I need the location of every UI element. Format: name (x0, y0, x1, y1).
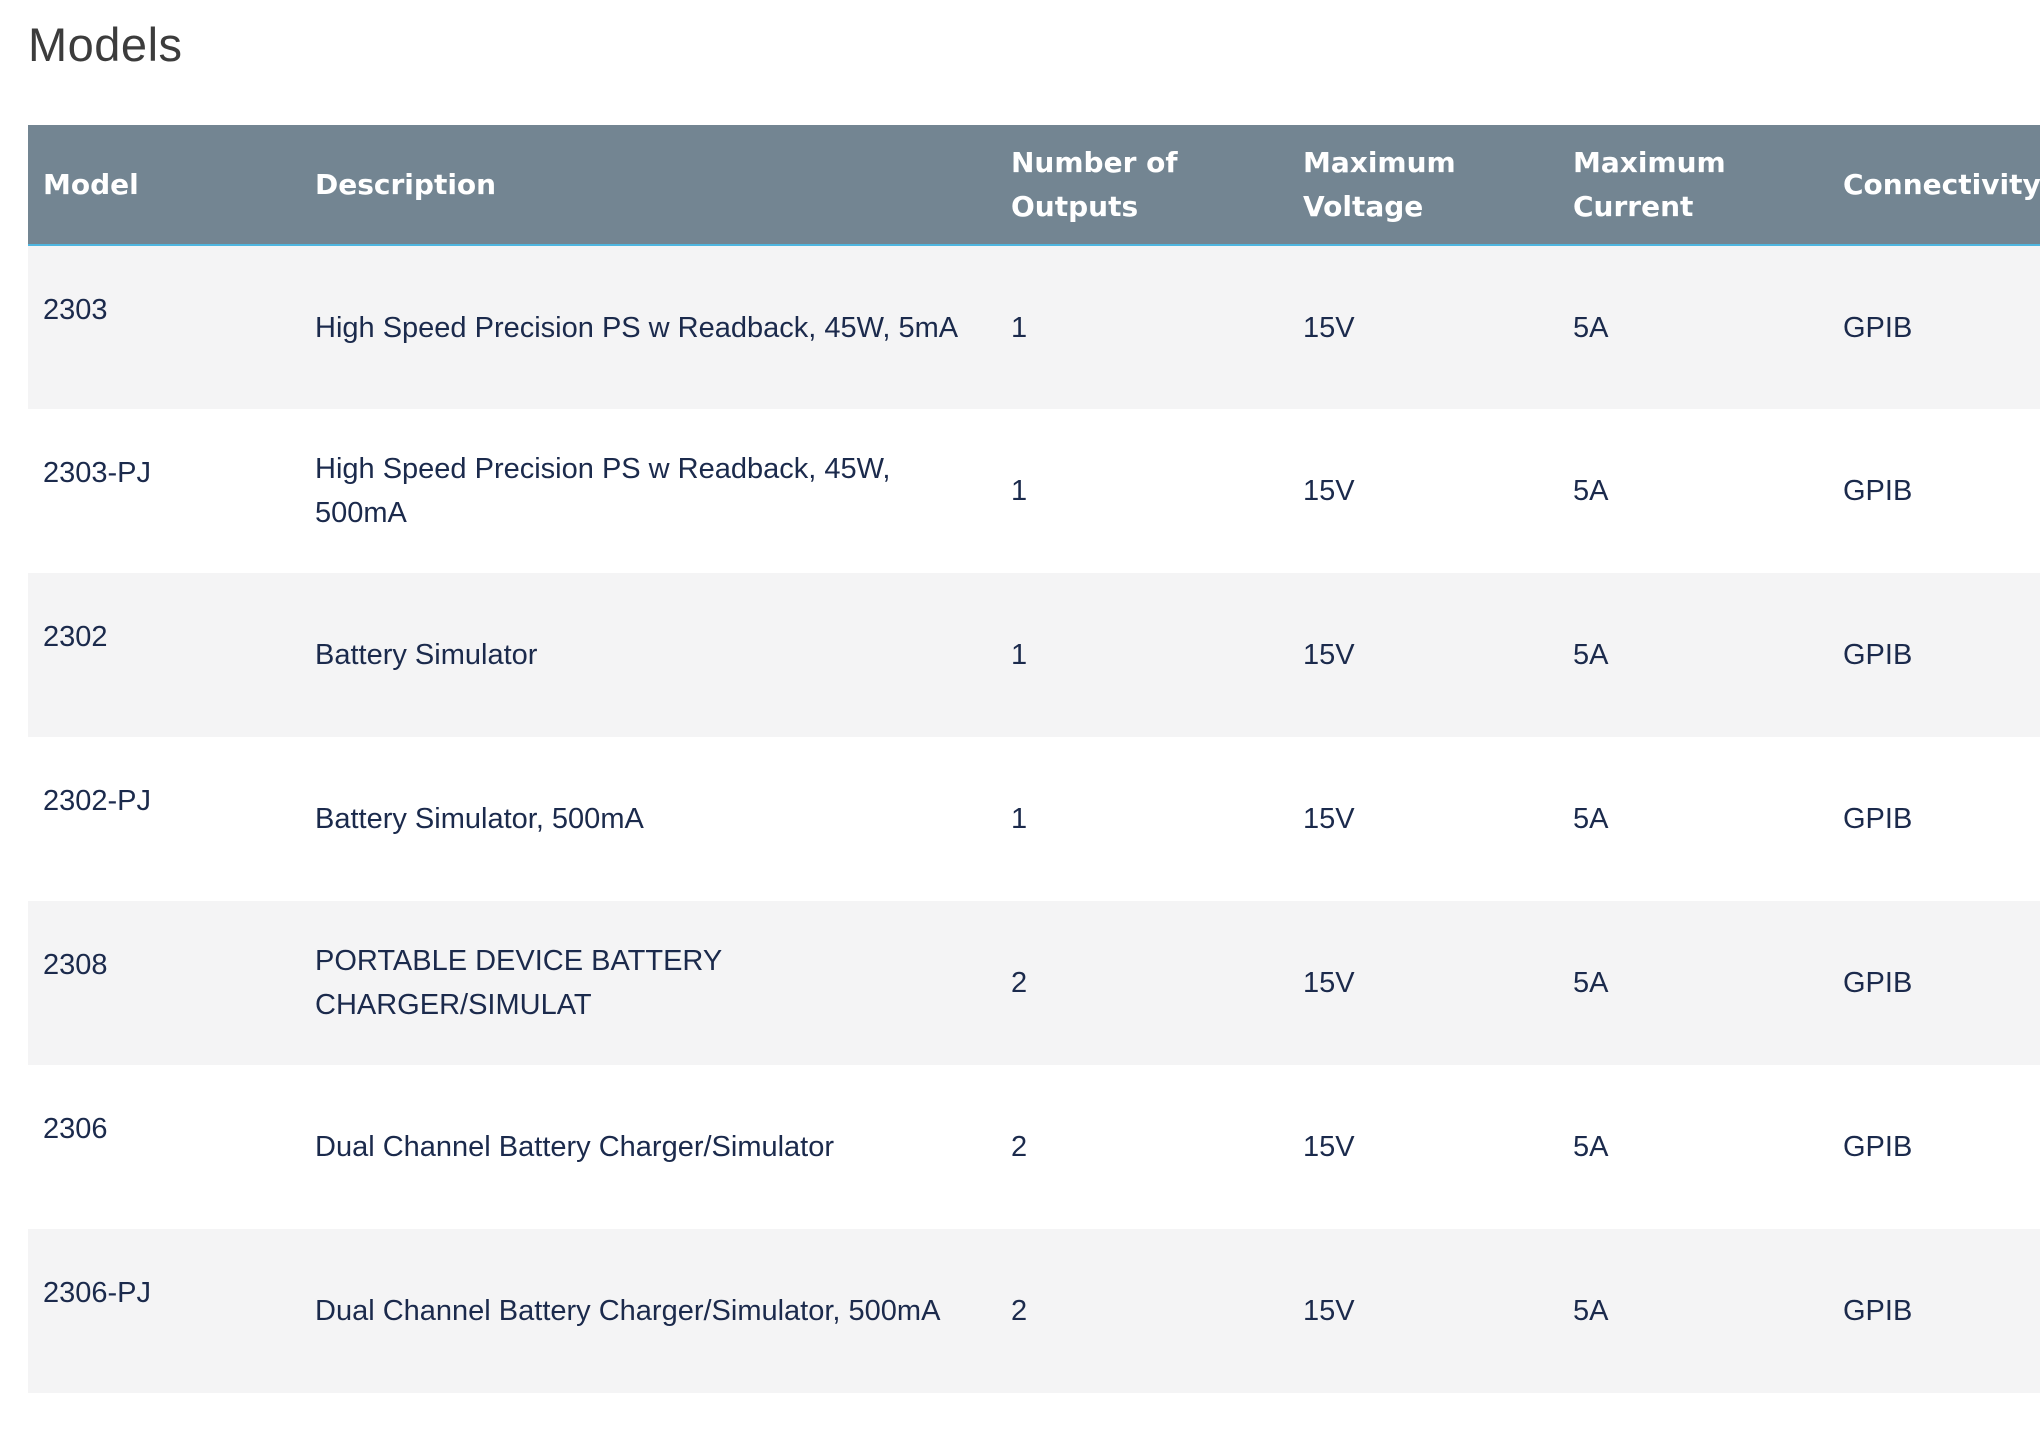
header-row: Model Description Number of Outputs Maxi… (28, 125, 2040, 245)
current-cell: 5A (1573, 639, 1609, 671)
header-number-of-outputs[interactable]: Number of Outputs (1011, 145, 1178, 223)
connectivity-cell: GPIB (1843, 475, 1913, 507)
connectivity-cell: GPIB (1843, 1131, 1913, 1163)
current-cell: 5A (1573, 1131, 1609, 1163)
table-body: 2303 High Speed Precision PS w Readback,… (28, 245, 2040, 1393)
table-row: 2306 Dual Channel Battery Charger/Simula… (28, 1065, 2040, 1229)
table-row: 2302-PJ Battery Simulator, 500mA 1 15V 5… (28, 737, 2040, 901)
voltage-cell: 15V (1303, 311, 1355, 344)
voltage-cell: 15V (1303, 1131, 1355, 1163)
table-row: 2303-PJ High Speed Precision PS w Readba… (28, 409, 2040, 573)
outputs-cell: 1 (1011, 475, 1028, 507)
current-cell: 5A (1573, 967, 1609, 999)
description-cell: Battery Simulator, 500mA (315, 803, 644, 835)
current-cell: 5A (1573, 311, 1609, 344)
connectivity-cell: GPIB (1843, 1295, 1913, 1327)
current-cell: 5A (1573, 803, 1609, 835)
header-maximum-current[interactable]: Maximum Current (1573, 145, 1726, 223)
description-cell: Dual Channel Battery Charger/Simulator, … (315, 1295, 941, 1327)
table-row: 2306-PJ Dual Channel Battery Charger/Sim… (28, 1229, 2040, 1393)
connectivity-cell: GPIB (1843, 311, 1913, 344)
description-cell: High Speed Precision PS w Readback, 45W,… (315, 453, 891, 529)
model-cell[interactable]: 2303-PJ (43, 457, 152, 489)
current-cell: 5A (1573, 475, 1609, 507)
header-description[interactable]: Description (315, 167, 497, 201)
voltage-cell: 15V (1303, 639, 1355, 671)
description-cell: PORTABLE DEVICE BATTERY CHARGER/SIMULAT (315, 945, 722, 1021)
outputs-cell: 2 (1011, 1131, 1028, 1163)
outputs-cell: 1 (1011, 639, 1028, 671)
model-cell[interactable]: 2303 (43, 294, 108, 326)
header-model[interactable]: Model (43, 167, 139, 201)
header-connectivity[interactable]: Connectivity (1843, 167, 2040, 201)
description-cell: High Speed Precision PS w Readback, 45W,… (315, 311, 959, 344)
model-cell[interactable]: 2306-PJ (43, 1277, 152, 1309)
outputs-cell: 2 (1011, 967, 1028, 999)
model-cell[interactable]: 2308 (43, 949, 108, 981)
model-cell[interactable]: 2302 (43, 621, 108, 653)
models-table: Model Description Number of Outputs Maxi… (28, 125, 2040, 1393)
voltage-cell: 15V (1303, 803, 1355, 835)
model-cell[interactable]: 2306 (43, 1113, 108, 1145)
voltage-cell: 15V (1303, 1295, 1355, 1327)
current-cell: 5A (1573, 1295, 1609, 1327)
model-cell[interactable]: 2302-PJ (43, 785, 152, 817)
connectivity-cell: GPIB (1843, 803, 1913, 835)
outputs-cell: 1 (1011, 803, 1028, 835)
page-title: Models (28, 18, 183, 71)
table-row: 2308 PORTABLE DEVICE BATTERY CHARGER/SIM… (28, 901, 2040, 1065)
voltage-cell: 15V (1303, 475, 1355, 507)
table-row: 2302 Battery Simulator 1 15V 5A GPIB (28, 573, 2040, 737)
header-maximum-voltage[interactable]: Maximum Voltage (1303, 145, 1456, 223)
description-cell: Battery Simulator (315, 639, 538, 671)
outputs-cell: 1 (1011, 311, 1028, 344)
connectivity-cell: GPIB (1843, 967, 1913, 999)
description-cell: Dual Channel Battery Charger/Simulator (315, 1131, 835, 1163)
connectivity-cell: GPIB (1843, 639, 1913, 671)
voltage-cell: 15V (1303, 967, 1355, 999)
outputs-cell: 2 (1011, 1295, 1028, 1327)
table-header: Model Description Number of Outputs Maxi… (28, 125, 2040, 245)
table-row: 2303 High Speed Precision PS w Readback,… (28, 245, 2040, 409)
